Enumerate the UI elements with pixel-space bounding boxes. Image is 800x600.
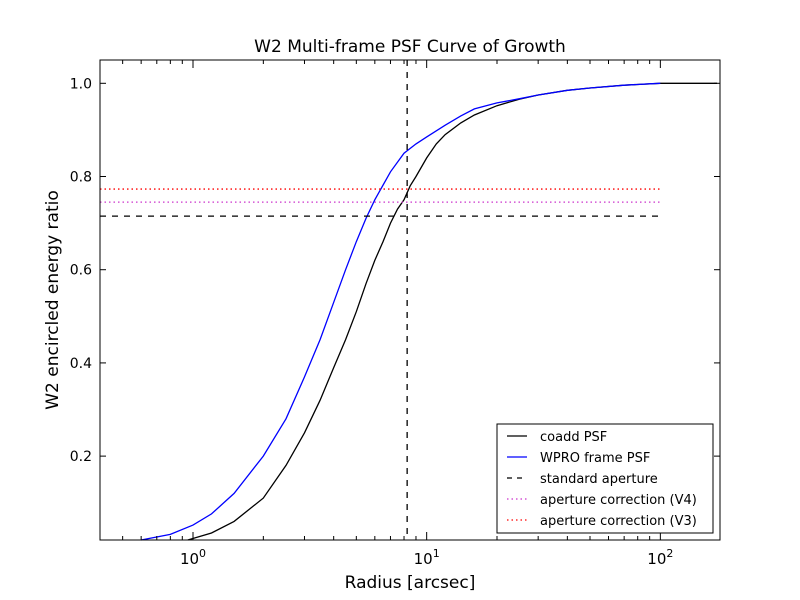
- y-tick-label: 0.8: [70, 170, 92, 186]
- plot-layer: [100, 60, 718, 541]
- y-tick-label: 0.6: [70, 263, 92, 279]
- legend-label-standard-aperture: standard aperture: [540, 472, 658, 487]
- x-tick-label: 102: [647, 547, 673, 568]
- chart-title: W2 Multi-frame PSF Curve of Growth: [254, 37, 566, 57]
- x-axis-label: Radius [arcsec]: [345, 573, 476, 593]
- ticks-layer: 0.2 0.4 0.6 0.8 1.0 100 101 102: [70, 60, 720, 568]
- x-tick-label: 100: [180, 547, 206, 568]
- plot-frame: [99, 59, 721, 541]
- legend-label-aperture-correction-v3: aperture correction (V3): [540, 514, 697, 529]
- y-tick-label: 0.2: [70, 449, 92, 465]
- legend-label-aperture-correction-v4: aperture correction (V4): [540, 493, 697, 508]
- y-axis-label: W2 encircled energy ratio: [43, 190, 63, 410]
- y-tick-label: 1.0: [70, 76, 92, 92]
- legend-label-coadd-psf: coadd PSF: [540, 430, 607, 445]
- x-tick-label: 101: [414, 547, 440, 568]
- series-line-wpro-frame-psf: [140, 82, 661, 541]
- legend-box: [496, 423, 714, 534]
- y-tick-label: 0.4: [70, 356, 92, 372]
- legend-label-wpro-frame-psf: WPRO frame PSF: [540, 451, 650, 466]
- legend: coadd PSF WPRO frame PSF standard aperture…: [496, 423, 714, 534]
